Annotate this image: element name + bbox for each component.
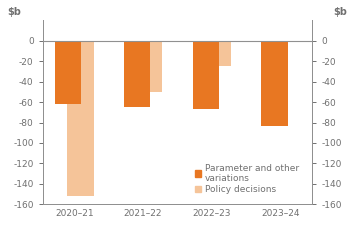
Text: $b: $b	[333, 7, 347, 17]
Bar	[193, 41, 219, 109]
Bar	[55, 41, 81, 104]
Text: $b: $b	[8, 7, 22, 17]
Bar	[205, 41, 231, 66]
Bar	[262, 41, 288, 126]
Legend: Parameter and other
variations, Policy decisions: Parameter and other variations, Policy d…	[191, 160, 302, 198]
Bar	[136, 41, 162, 92]
Bar	[124, 41, 150, 107]
Bar	[67, 41, 93, 196]
